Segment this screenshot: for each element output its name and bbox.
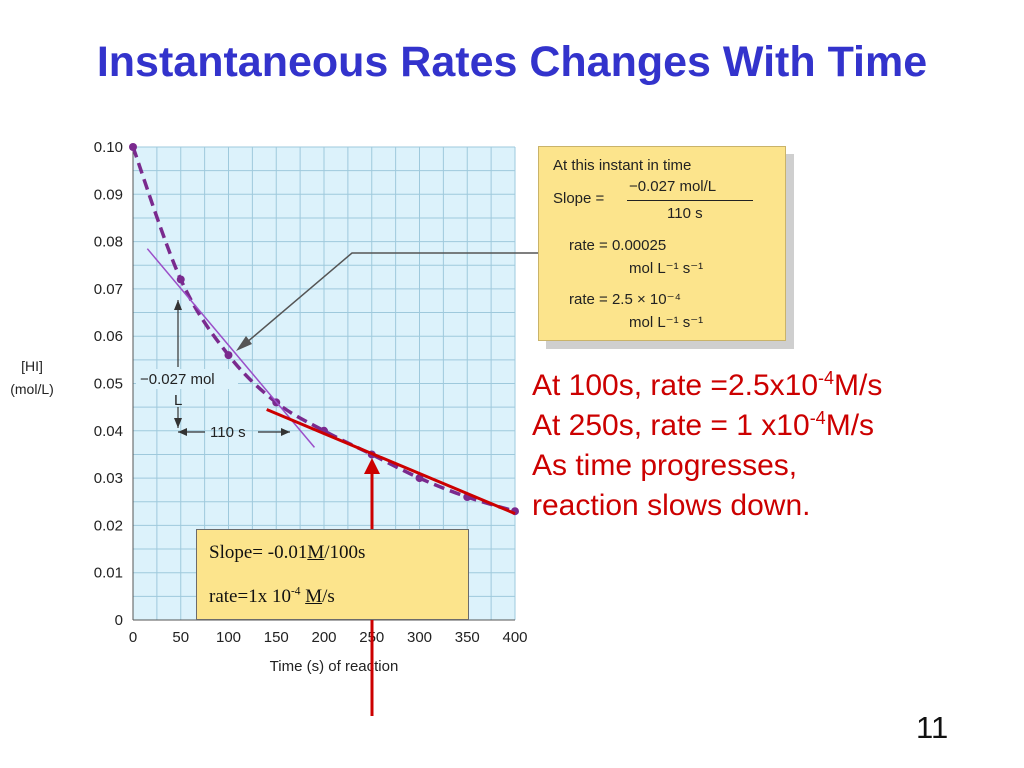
slope-box-line2-exponent: -4 [290, 585, 301, 598]
x-tick-label: 0 [129, 629, 137, 646]
y-tick-label: 0.04 [94, 423, 123, 440]
red-pointer-arrowhead [364, 458, 380, 474]
callout-leader-line [245, 252, 538, 344]
slope-box-line1: Slope= -0.01M/100s [209, 542, 365, 564]
x-tick-label: 200 [311, 629, 336, 646]
slope-box-line2: rate=1x 10-4 M/s [209, 586, 335, 608]
slope-box-line1-prefix: Slope= -0.01 [209, 542, 308, 563]
y-tick-label: 0.07 [94, 281, 123, 298]
tangent-lines [146, 248, 516, 515]
slope-box-line2-unit: M [305, 586, 323, 607]
x-tick-label: 400 [502, 629, 527, 646]
slope-callout-box: At this instant in time Slope = −0.027 m… [538, 146, 786, 341]
note1-suffix: M/s [834, 369, 883, 402]
x-tick-labels: 050100150200250300350400 [129, 629, 528, 646]
rise-label-background [136, 369, 238, 389]
callout-rate2-unit: mol L⁻¹ s⁻¹ [629, 314, 704, 331]
y-tick-label: 0.01 [94, 565, 123, 582]
rise-arrowhead-top [174, 300, 182, 310]
y-tick-label: 0.06 [94, 328, 123, 345]
slope-text-box: Slope= -0.01M/100s rate=1x 10-4 M/s [196, 529, 469, 620]
y-axis-label-line2: (mol/L) [10, 381, 54, 397]
rate-notes: At 100s, rate =2.5x10-4M/s At 250s, rate… [532, 366, 1012, 526]
curve-data-point [415, 474, 424, 483]
callout-rate2: rate = 2.5 × 10⁻⁴ [569, 291, 681, 308]
note1-prefix: At 100s, rate =2.5x10 [532, 369, 819, 402]
tangent-line-250s [266, 408, 516, 515]
rise-label: −0.027 mol [140, 371, 215, 388]
y-tick-label: 0.08 [94, 234, 123, 251]
slide-number: 11 [916, 710, 949, 745]
y-tick-labels: 0 0.01 0.02 0.03 0.04 0.05 0.06 0.07 0.08 0.09 0.1… [94, 139, 123, 629]
note-slows-down: reaction slows down. [532, 489, 811, 522]
callout-heading: At this instant in time [553, 157, 692, 174]
slope-annotations: 110 s −0.027 mol L [136, 300, 290, 441]
note2-prefix: At 250s, rate = 1 x10 [532, 409, 810, 442]
y-tick-label: 0.10 [94, 139, 123, 156]
x-tick-label: 150 [264, 629, 289, 646]
y-tick-label: 0 [115, 612, 123, 629]
y-tick-label: 0.02 [94, 517, 123, 534]
x-tick-label: 100 [216, 629, 241, 646]
x-tick-label: 350 [455, 629, 480, 646]
callout-fraction-bar [627, 200, 753, 201]
note1-exponent: -4 [818, 368, 835, 388]
y-tick-label: 0.09 [94, 186, 123, 203]
curve-data-point [224, 351, 233, 360]
slope-box-line1-suffix: /100s [324, 542, 366, 563]
y-tick-label: 0.03 [94, 470, 123, 487]
callout-rate1: rate = 0.00025 [569, 237, 667, 254]
x-axis-label: Time (s) of reaction [270, 658, 399, 675]
callout-slope-denominator: 110 s [667, 205, 703, 222]
y-tick-label: 0.05 [94, 376, 123, 393]
run-label: 110 s [210, 424, 246, 441]
slide-title: Instantaneous Rates Changes With Time [96, 38, 928, 86]
x-tick-label: 300 [407, 629, 432, 646]
rise-unit: L [174, 392, 182, 409]
curve-data-point [176, 275, 185, 284]
callout-slope-label: Slope = [553, 190, 605, 207]
callout-rate1-unit: mol L⁻¹ s⁻¹ [629, 260, 704, 277]
note-rate-250s: At 250s, rate = 1 x10-4M/s [532, 406, 1012, 446]
callout-leader-arrowhead [236, 336, 252, 351]
note-time-progresses: As time progresses, [532, 449, 798, 482]
callout-slope-numerator: −0.027 mol/L [629, 178, 717, 195]
curve-data-point [129, 143, 137, 151]
y-axis-label-line1: [HI] [21, 358, 43, 374]
run-arrowhead-right [281, 428, 290, 436]
note-rate-100s: At 100s, rate =2.5x10-4M/s [532, 366, 1012, 406]
note2-suffix: M/s [825, 409, 875, 442]
run-arrowhead-left [178, 428, 187, 436]
slope-box-line2-prefix: rate=1x 10 [209, 586, 291, 607]
x-tick-label: 50 [172, 629, 189, 646]
slope-box-line1-unit: M [307, 542, 325, 563]
slope-box-line2-suffix: /s [322, 586, 335, 607]
tangent-line-100s [146, 248, 316, 448]
note2-exponent: -4 [809, 408, 826, 428]
rise-arrowhead-bottom [174, 418, 182, 428]
